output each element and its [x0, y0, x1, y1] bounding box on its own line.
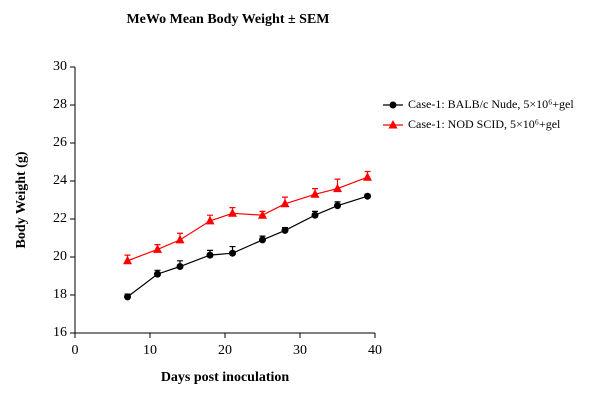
- chart-title: MeWo Mean Body Weight ± SEM: [126, 12, 329, 27]
- data-point: [176, 263, 184, 270]
- legend-label: Case-1: BALB/c Nude, 5×10⁶+gel: [408, 97, 574, 111]
- data-point: [154, 270, 161, 278]
- data-point: [206, 251, 214, 259]
- y-tick-label: 22: [53, 211, 67, 226]
- y-tick-label: 20: [53, 249, 67, 264]
- data-point: [205, 215, 215, 225]
- y-tick-label: 24: [53, 173, 67, 188]
- data-point: [311, 211, 319, 219]
- x-tick-label: 0: [72, 343, 79, 358]
- data-point: [363, 172, 372, 181]
- y-tick-label: 28: [53, 97, 67, 112]
- data-point: [153, 244, 162, 253]
- x-tick-label: 20: [218, 343, 232, 358]
- data-point: [123, 255, 132, 265]
- data-point: [229, 249, 236, 257]
- x-axis-label: Days post inoculation: [161, 370, 290, 385]
- data-point: [228, 208, 237, 217]
- data-point: [259, 236, 266, 244]
- series-line: [127, 195, 368, 298]
- legend-marker: [388, 120, 398, 129]
- y-tick-label: 30: [53, 59, 67, 74]
- y-tick-label: 18: [53, 287, 67, 302]
- data-point: [280, 198, 290, 208]
- data-point: [175, 234, 185, 244]
- data-point: [124, 293, 131, 301]
- legend-marker: [389, 101, 397, 109]
- y-axis-label: Body Weight (g): [14, 151, 29, 248]
- data-point: [364, 192, 371, 200]
- data-point: [333, 183, 342, 193]
- data-point: [258, 210, 267, 219]
- x-tick-label: 10: [143, 343, 157, 358]
- legend-label: Case-1: NOD SCID, 5×10⁶+gel: [408, 117, 561, 131]
- series-line: [127, 176, 368, 262]
- y-tick-label: 16: [53, 325, 67, 340]
- data-point: [310, 189, 320, 198]
- x-tick-label: 40: [368, 343, 382, 358]
- data-point: [334, 202, 341, 210]
- data-point: [281, 226, 289, 234]
- x-tick-label: 30: [293, 343, 307, 358]
- y-tick-label: 26: [53, 135, 67, 150]
